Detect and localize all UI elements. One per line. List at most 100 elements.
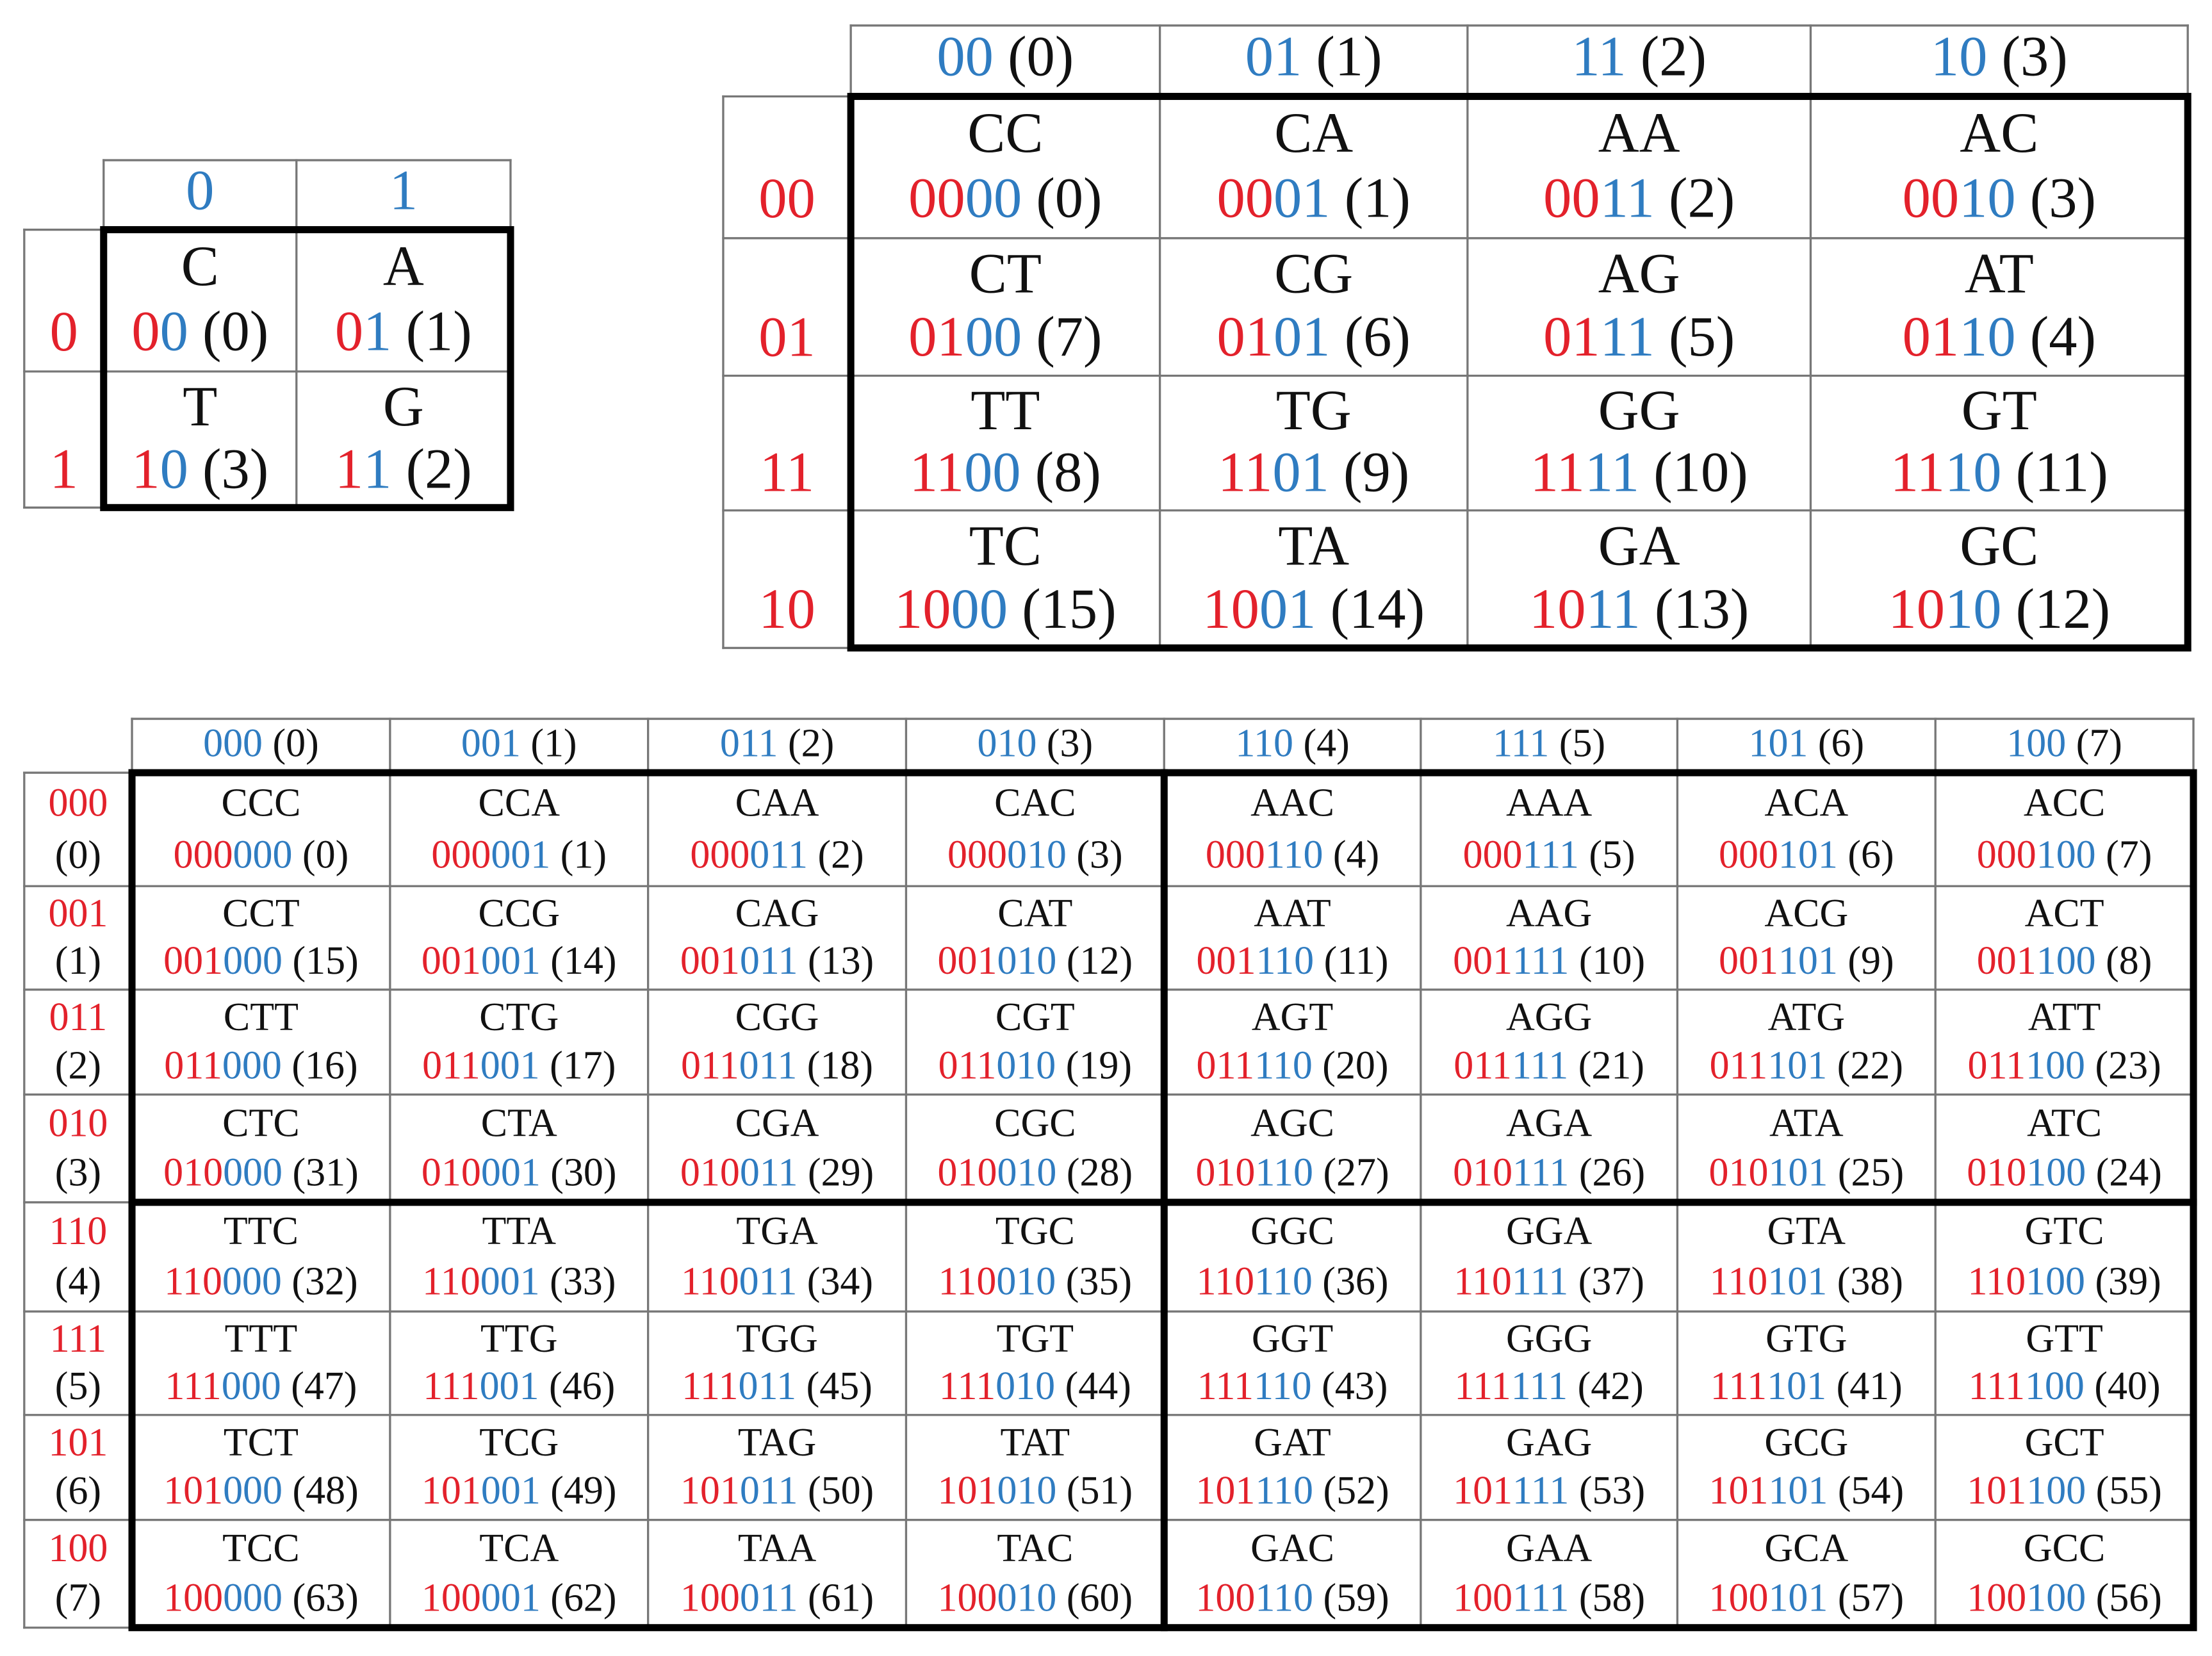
column-index: (6) [1818,722,1864,766]
column-index: (3) [1047,722,1093,766]
cell-index: (14) [1331,578,1425,641]
sequence: CCT [222,892,300,935]
cell-index: (3) [2030,167,2096,230]
sequence: TTT [225,1317,298,1361]
row-bits: 100 [1195,1577,1255,1620]
column-bits: 100 [2026,1151,2086,1195]
sequence: ATT [2028,996,2101,1039]
row-bits: 101 [680,1469,740,1513]
row-code: 000 [48,782,108,825]
column-bits: 100 [2025,1365,2085,1408]
code: 010110 (27) [1195,1151,1389,1195]
cell-index: (59) [1323,1577,1389,1620]
column-code: 0 [186,160,214,222]
row-bits: 110 [1197,1260,1255,1304]
cell-index: (62) [550,1577,616,1620]
column-bits: 101 [1768,1577,1828,1620]
column-bits: 111 [1512,1044,1568,1087]
column-header: 11 (2) [1571,26,1707,88]
column-index: (1) [1316,26,1382,88]
sequence: ACA [1764,782,1848,825]
sequence: CAA [735,782,819,825]
cell-index: (26) [1579,1151,1645,1195]
row-bits: 000 [1719,833,1778,877]
column-header: 110 (4) [1235,722,1349,766]
row-bits: 010 [938,1151,997,1195]
code: 001111 (10) [1453,939,1645,983]
column-bits: 100 [2026,1577,2086,1620]
column-bits: 011 [740,1577,798,1620]
cell-index: (14) [550,939,616,983]
sequence: TAG [738,1421,816,1464]
row-bits: 10 [1888,578,1945,641]
column-header: 1 [389,160,418,222]
column-bits: 000 [223,1151,283,1195]
sequence: TCC [222,1527,300,1570]
row-bits: 100 [1709,1577,1769,1620]
row-bits: 01 [1217,306,1274,368]
column-bits: 100 [2026,1044,2085,1087]
column-bits: 111 [1512,1577,1569,1620]
column-code: 111 [1493,722,1549,766]
column-bits: 011 [739,1260,798,1304]
column-bits: 100 [2036,939,2096,983]
cell-index: (35) [1066,1260,1132,1304]
cell-index: (6) [1345,306,1411,368]
row-bits: 001 [938,939,997,983]
row-bits: 010 [1195,1151,1255,1195]
column-bits: 110 [1254,1365,1312,1408]
cell-index: (41) [1837,1365,1903,1408]
column-header: 111 (5) [1493,722,1605,766]
code: 101111 (53) [1453,1469,1645,1513]
row-bits: 100 [422,1577,481,1620]
sequence: AGG [1506,996,1592,1039]
column-bits: 1 [363,300,391,363]
code: 011000 (16) [164,1044,357,1087]
row-code: 101 [48,1421,108,1464]
code: 011111 (21) [1454,1044,1644,1087]
row-bits: 100 [1967,1577,2026,1620]
sequence: C [181,235,219,298]
column-bits: 111 [1512,1260,1568,1304]
sequence: GTC [2025,1209,2104,1253]
sequence: GGT [1252,1317,1333,1361]
column-bits: 101 [1767,1260,1827,1304]
column-bits: 000 [223,1577,283,1620]
code: 100111 (58) [1453,1577,1645,1620]
sequence: TGG [736,1317,817,1361]
code: 110111 (37) [1454,1260,1644,1304]
column-bits: 01 [1274,167,1331,230]
sequence: TG [1276,379,1352,442]
cell-index: (8) [2106,939,2152,983]
code: 101011 (50) [680,1469,874,1513]
row-bits: 0 [131,300,160,363]
code: 001000 (15) [163,939,359,983]
code: 000111 (5) [1463,833,1635,877]
sequence: GAA [1506,1527,1592,1570]
row-bits: 011 [1454,1044,1512,1087]
column-bits: 10 [1945,578,2002,641]
sequence: GCG [1764,1421,1848,1464]
code: 101100 (55) [1967,1469,2162,1513]
row-bits: 110 [1454,1260,1512,1304]
cell-index: (15) [1022,578,1116,641]
column-bits: 110 [1254,1044,1313,1087]
code: 100001 (62) [422,1577,617,1620]
sequence: TA [1278,514,1349,577]
code: 100101 (57) [1709,1577,1905,1620]
sequence: GGA [1506,1209,1592,1253]
column-bits: 001 [481,1151,541,1195]
row-bits: 101 [938,1469,997,1513]
row-bits: 10 [1529,578,1586,641]
column-bits: 001 [480,1365,539,1408]
sequence: TC [969,514,1042,577]
row-index: (7) [55,1577,101,1620]
code: 000000 (0) [174,833,349,877]
column-bits: 111 [1512,939,1569,983]
row-code: 111 [50,1317,106,1361]
thick-border [100,226,514,511]
row-bits: 11 [1530,441,1585,504]
column-code: 00 [937,26,994,88]
code: 010000 (31) [163,1151,359,1195]
